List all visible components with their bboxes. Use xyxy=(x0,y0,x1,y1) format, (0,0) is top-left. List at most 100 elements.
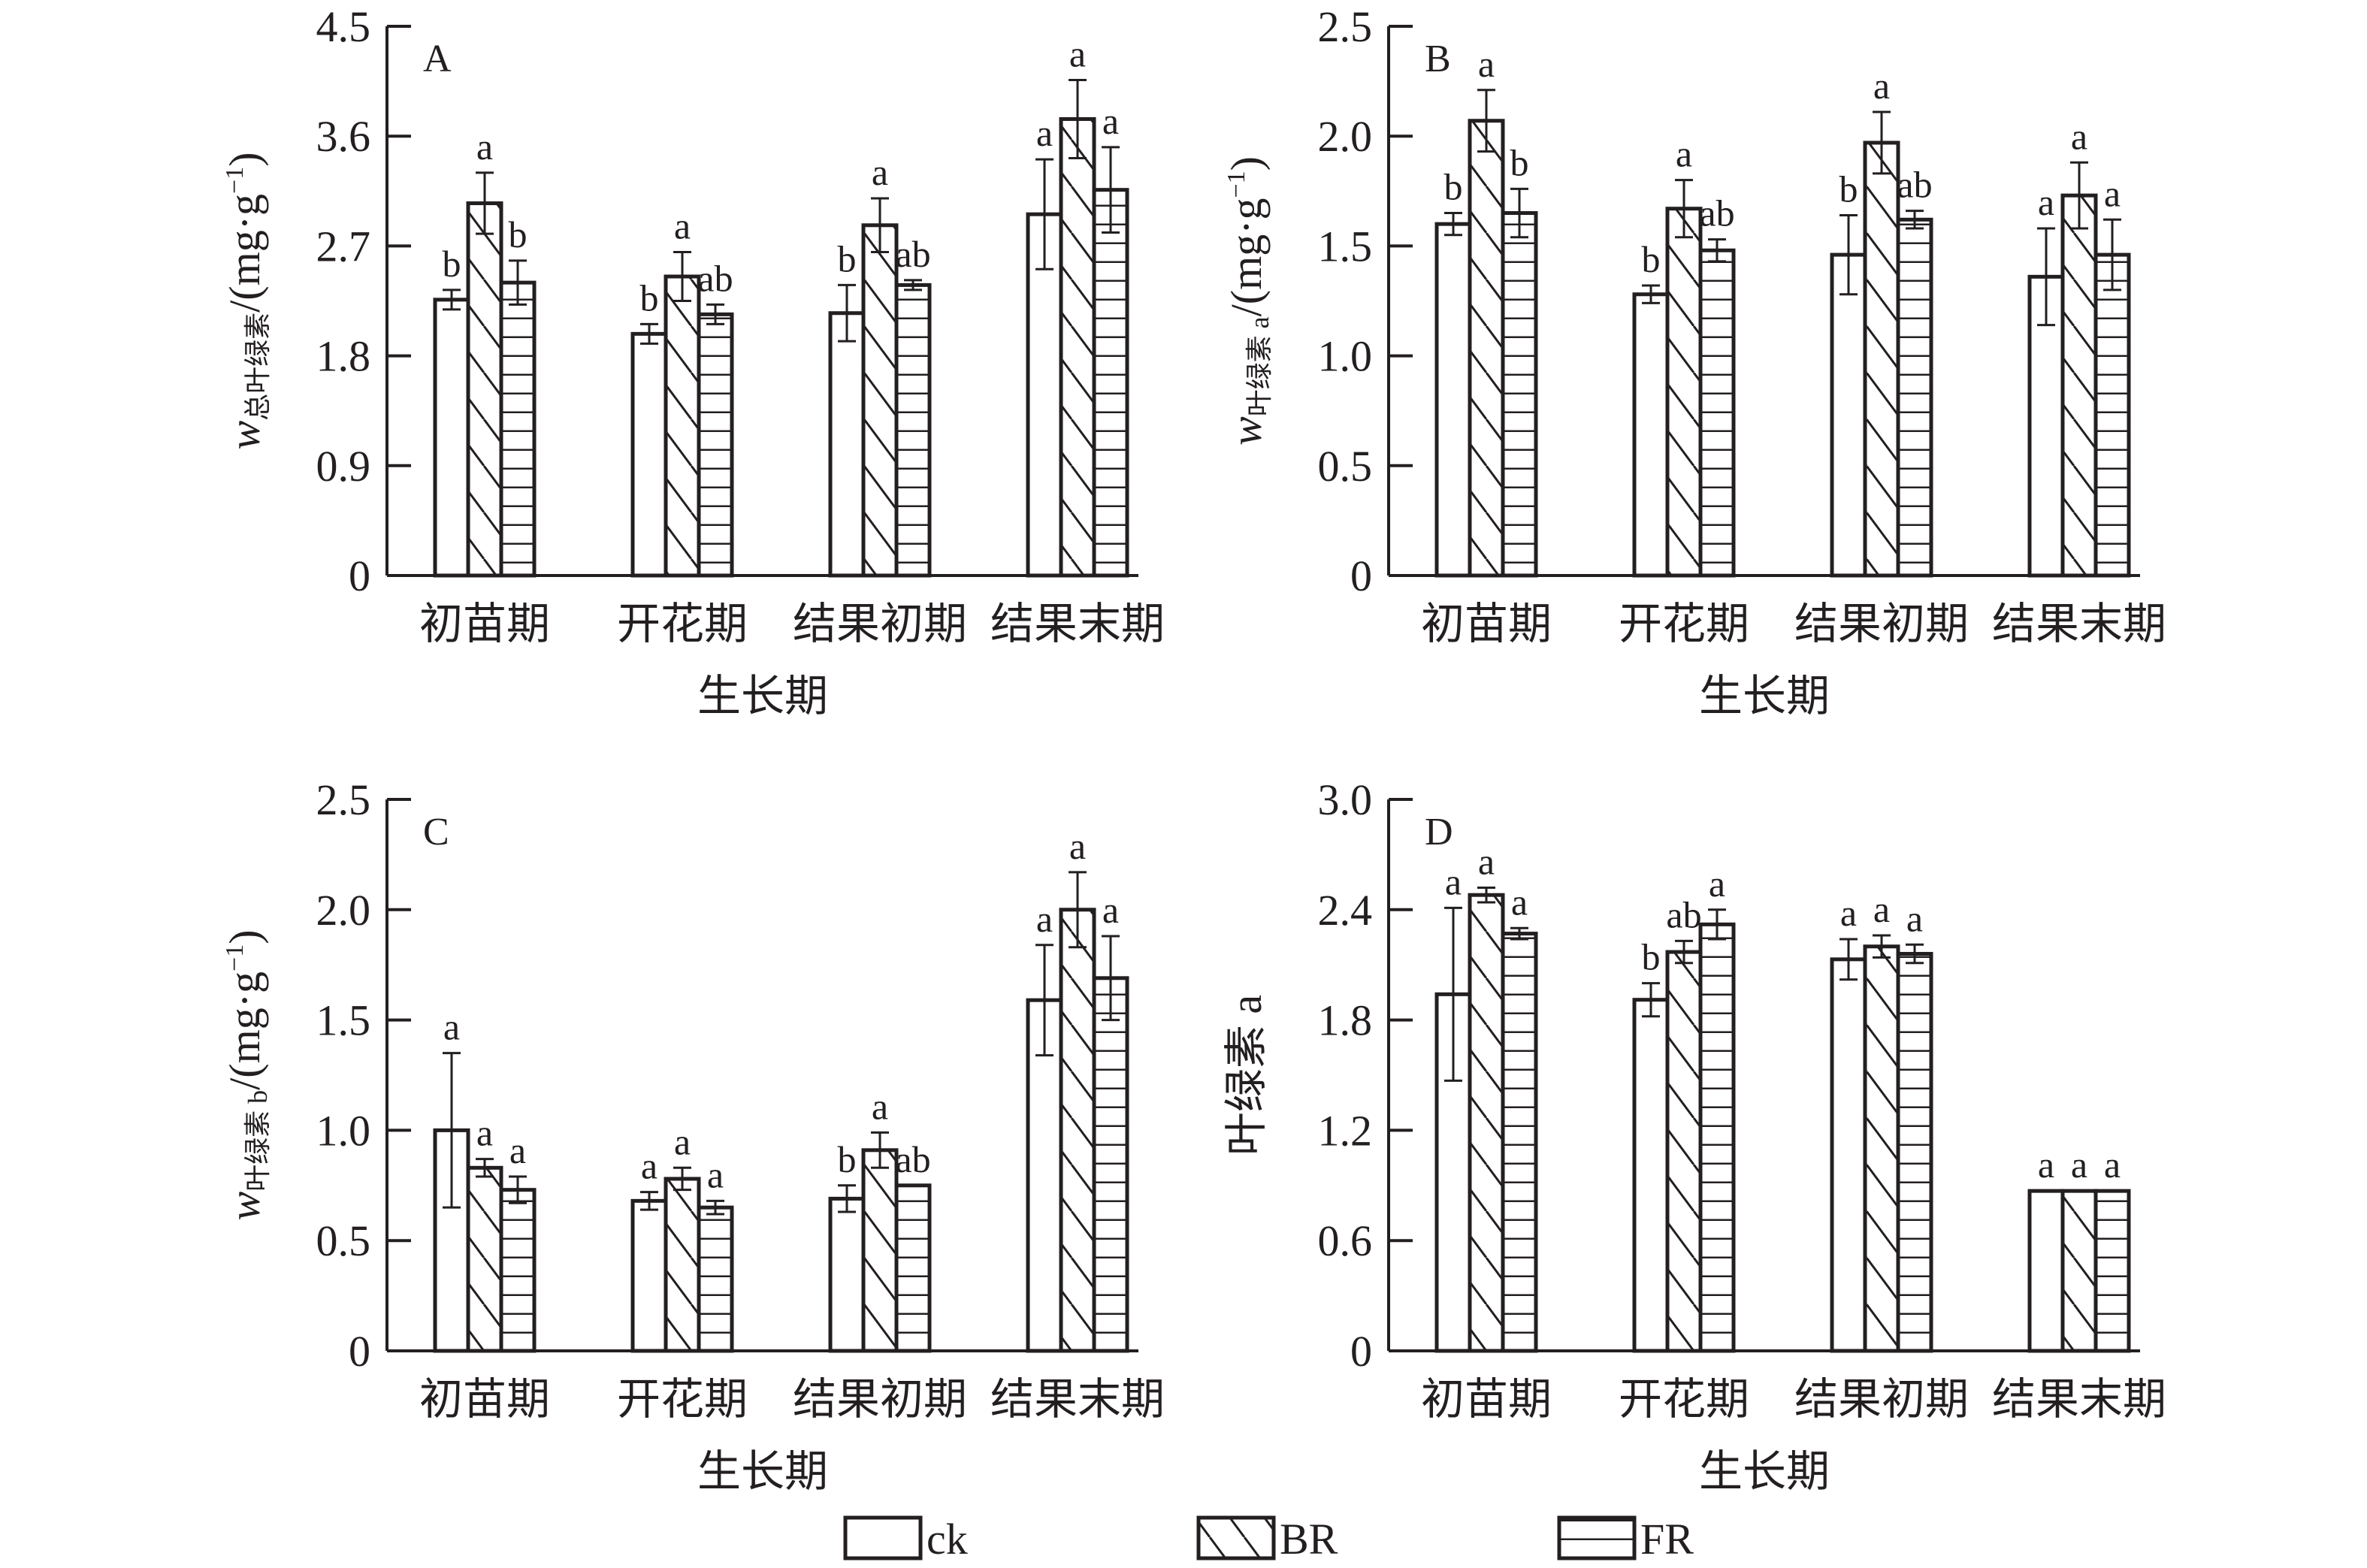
x-axis-title: 生长期 xyxy=(697,1447,828,1496)
x-tick-label: 结果末期 xyxy=(1992,600,2166,648)
y-tick-label: 3.0 xyxy=(1318,775,1373,824)
bar-br xyxy=(466,201,503,578)
x-tick-label: 初苗期 xyxy=(419,1375,550,1424)
significance-label: a xyxy=(1102,100,1119,142)
significance-label: a xyxy=(1069,825,1086,867)
legend-item-ck: ck xyxy=(843,1515,968,1563)
bar-br xyxy=(1863,140,1900,578)
y-axis-title: w叶绿素 a/(mg·g−1) xyxy=(1222,156,1274,446)
significance-label: a xyxy=(476,1112,493,1154)
y-tick-label: 1.0 xyxy=(316,1106,371,1155)
bar-fr xyxy=(1092,976,1129,1353)
y-tick-label: 0 xyxy=(349,1327,370,1376)
bar-br xyxy=(1059,908,1096,1353)
bar-ck xyxy=(1830,252,1867,578)
bar-fr xyxy=(2093,252,2131,578)
significance-label: b xyxy=(509,213,528,255)
panel-label: D xyxy=(1425,811,1453,853)
significance-label: a xyxy=(1069,32,1086,74)
bar-br xyxy=(2060,193,2098,578)
bar-ck xyxy=(630,331,668,578)
significance-label: a xyxy=(2071,115,2087,157)
bar-br xyxy=(861,223,899,578)
significance-label: a xyxy=(1676,133,1692,175)
y-tick-label: 0 xyxy=(349,551,370,600)
y-tick-label: 0 xyxy=(1350,1327,1372,1376)
x-tick-label: 结果末期 xyxy=(990,1375,1165,1424)
panel-label: A xyxy=(423,38,452,80)
y-axis-title: w叶绿素 b/(mg·g−1) xyxy=(220,929,273,1220)
y-tick-label: 2.5 xyxy=(1318,2,1373,51)
x-tick-label: 结果末期 xyxy=(990,600,1165,648)
significance-label: a xyxy=(1478,43,1495,85)
y-axis-title-unit: /(mg·g xyxy=(220,971,269,1090)
significance-label: b xyxy=(1642,238,1661,280)
y-axis-title-unit: /(mg·g xyxy=(1222,198,1271,316)
bar-fr xyxy=(1501,932,1538,1353)
y-tick-label: 0.6 xyxy=(1318,1216,1373,1265)
bar-fr xyxy=(1501,211,1538,578)
significance-label: b xyxy=(1444,166,1463,208)
x-tick-label: 开花期 xyxy=(1619,1375,1749,1424)
y-axis-title-sub: 叶绿素 b xyxy=(243,1090,273,1192)
significance-label: b xyxy=(640,276,659,319)
y-axis-title-sup: −1 xyxy=(1223,171,1250,198)
bar-fr xyxy=(1698,922,1736,1353)
bar-fr xyxy=(894,1183,932,1353)
significance-label: a xyxy=(1036,898,1053,940)
bar-fr xyxy=(1698,248,1736,578)
y-tick-label: 4.5 xyxy=(316,2,371,51)
x-axis-title: 生长期 xyxy=(1699,672,1830,721)
legend-swatch-fr xyxy=(1557,1515,1637,1560)
bar-ck xyxy=(828,1196,866,1353)
x-axis-title: 生长期 xyxy=(697,672,828,721)
x-tick-label: 结果初期 xyxy=(793,1375,967,1424)
y-tick-label: 1.5 xyxy=(1318,222,1373,270)
x-tick-label: 结果末期 xyxy=(1992,1375,2166,1424)
significance-label: a xyxy=(1709,863,1725,905)
y-axis-title-sup: −1 xyxy=(221,944,249,971)
bar-ck xyxy=(433,298,470,578)
bar-ck xyxy=(2027,274,2065,578)
bar-br xyxy=(2060,1189,2098,1353)
chart-panel-a: 00.91.82.73.64.5Abab初苗期baab开花期baab结果初期aa… xyxy=(220,2,1165,721)
significance-label: a xyxy=(707,1153,724,1195)
y-axis-title-main: 叶绿素 a xyxy=(1222,995,1271,1156)
bar-br xyxy=(466,1165,503,1353)
significance-label: b xyxy=(1510,141,1529,183)
significance-label: a xyxy=(476,125,493,168)
bar-fr xyxy=(2093,1189,2131,1353)
significance-label: a xyxy=(2104,1144,2121,1186)
significance-label: ab xyxy=(895,1138,930,1180)
y-tick-label: 1.0 xyxy=(1318,332,1373,381)
panel-label: C xyxy=(423,811,449,853)
panel-label: B xyxy=(1425,38,1451,80)
y-tick-label: 1.2 xyxy=(1318,1106,1373,1155)
significance-label: ab xyxy=(1897,164,1932,206)
y-tick-label: 0.5 xyxy=(316,1216,371,1265)
x-tick-label: 开花期 xyxy=(617,600,748,648)
y-tick-label: 2.0 xyxy=(1318,112,1373,161)
y-tick-label: 1.8 xyxy=(1318,996,1373,1045)
bar-br xyxy=(1665,950,1703,1353)
y-tick-label: 1.5 xyxy=(316,996,371,1045)
x-tick-label: 初苗期 xyxy=(419,600,550,648)
significance-label: a xyxy=(1840,892,1857,934)
significance-label: b xyxy=(1839,168,1858,210)
y-axis-title-close: ) xyxy=(220,929,269,944)
significance-label: a xyxy=(2104,172,2121,214)
y-axis-title: 叶绿素 a xyxy=(1222,995,1271,1156)
bar-br xyxy=(1863,944,1900,1353)
bar-fr xyxy=(1092,188,1129,578)
bar-fr xyxy=(1896,952,1933,1353)
y-axis-title-main: w xyxy=(220,421,269,450)
x-tick-label: 结果初期 xyxy=(1794,600,1969,648)
bar-fr xyxy=(697,312,734,578)
significance-label: a xyxy=(2071,1144,2087,1186)
legend-item-br: BR xyxy=(1196,1515,1338,1563)
significance-label: ab xyxy=(1699,192,1734,234)
significance-label: a xyxy=(2038,1144,2054,1186)
significance-label: ab xyxy=(1666,893,1701,935)
